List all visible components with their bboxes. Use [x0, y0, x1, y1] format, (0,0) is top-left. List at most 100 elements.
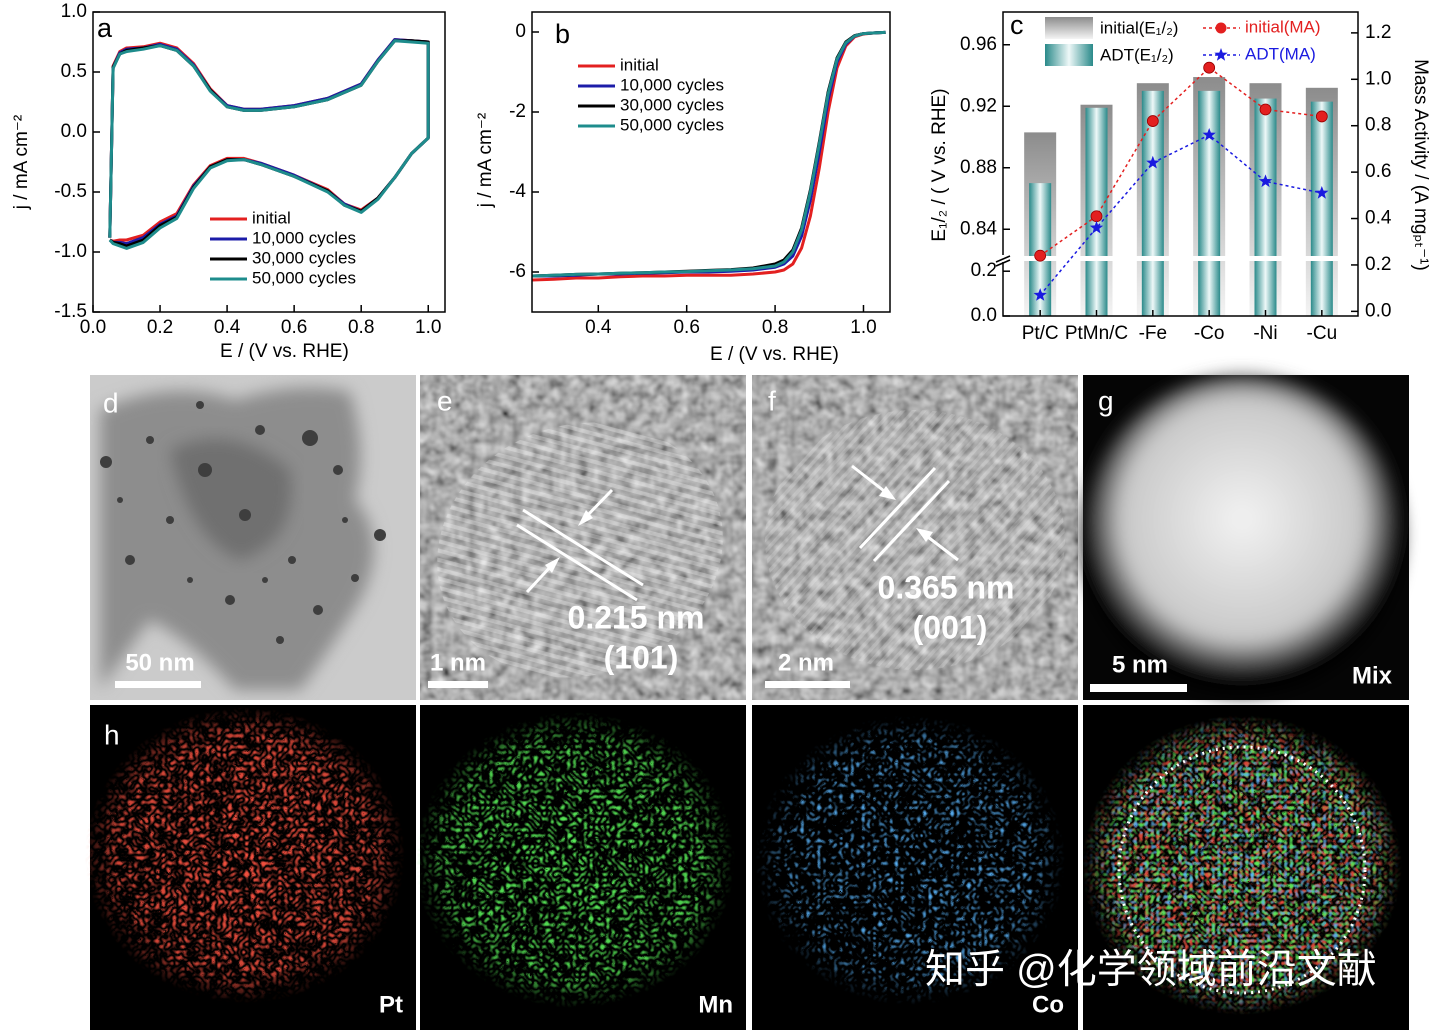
element-label: Mn	[698, 991, 733, 1018]
tem-panel-d: d 50 nm	[90, 375, 416, 700]
plot-frame	[92, 11, 446, 313]
x-tick-label: -Cu	[1307, 323, 1338, 344]
element-label: Co	[1032, 991, 1064, 1018]
scale-bar	[1090, 684, 1187, 692]
star-marker	[1033, 288, 1047, 301]
circle-marker	[1315, 110, 1328, 123]
bar	[1310, 101, 1333, 316]
d-spacing: 0.365 nm	[878, 569, 1015, 605]
y-tick-label: 0.84	[960, 218, 997, 239]
y-tick-label: -1.5	[54, 301, 87, 322]
nanoparticles	[100, 401, 386, 644]
scale-bar-label: 5 nm	[1112, 651, 1168, 678]
plot-frame	[1002, 11, 1359, 317]
y2-tick-label: 1.0	[1365, 68, 1391, 89]
axis-break-mark	[995, 255, 1011, 267]
y-axis-label: j / mA cm⁻²	[475, 113, 496, 208]
legend-label: initial	[620, 55, 659, 74]
arrow	[851, 464, 889, 496]
lattice-fringes	[437, 422, 723, 678]
y2-axis-label: Mass Activity / (A mgₚₜ⁻¹)	[1410, 59, 1431, 271]
co-map	[755, 715, 1065, 1005]
arrow-head	[545, 557, 560, 573]
y-tick-label: -1.0	[54, 241, 87, 262]
lattice-fringes	[765, 410, 1065, 670]
arrow	[923, 532, 959, 562]
y2-tick-label: 0.2	[1365, 254, 1391, 275]
y-tick-label: -0.5	[54, 181, 87, 202]
watermark: 知乎 @化学领域前沿文献	[925, 948, 1377, 992]
bar	[1029, 183, 1052, 316]
circle-marker	[1259, 103, 1272, 116]
y-tick-label: 0.2	[971, 260, 997, 281]
legend-label: 50,000 cycles	[252, 268, 356, 287]
scale-bar-label: 1 nm	[430, 649, 486, 676]
fringe-marker	[858, 466, 937, 550]
hrtem-panel-e: 0.215 nm (101) e 1 nm	[420, 375, 746, 700]
x-axis-label: E / (V vs. RHE)	[710, 344, 839, 365]
x-tick-label: 0.0	[80, 317, 106, 338]
star-marker	[1315, 186, 1329, 199]
series-line	[1039, 66, 1322, 257]
x-tick-label: -Co	[1194, 323, 1225, 344]
legend-marker	[1214, 48, 1228, 61]
hrtem-panel-f: 0.365 nm (001) f 2 nm	[752, 375, 1078, 700]
scale-bar	[115, 681, 201, 688]
y-axis-label: E₁/₂ / ( V vs. RHE)	[929, 88, 950, 241]
haadf-panel-g: g 5 nm Mix	[1082, 375, 1409, 700]
legend-swatch	[1045, 17, 1093, 39]
eds-maps-h: h Pt Mn Co 知乎 @化学领域前沿文献	[85, 705, 1409, 1030]
series-line	[531, 30, 886, 278]
x-tick-label: 1.0	[415, 317, 441, 338]
y-tick-label: 0	[515, 21, 526, 42]
legend-label: ADT(E₁/₂)	[1100, 45, 1174, 64]
caption: Mix	[1352, 662, 1393, 689]
legend-label: 50,000 cycles	[620, 115, 724, 134]
y2-tick-label: 0.6	[1365, 161, 1391, 182]
legend-label: initial	[252, 208, 291, 227]
panel-label: c	[1010, 10, 1024, 40]
y2-tick-label: 0.8	[1365, 115, 1391, 136]
y-axis-label: j / mA cm⁻²	[11, 115, 32, 210]
arrow-head	[578, 510, 593, 526]
legend-marker	[1215, 22, 1227, 34]
scale-bar-label: 2 nm	[778, 649, 834, 676]
panel-label: e	[437, 385, 453, 416]
bar	[1254, 98, 1277, 316]
pt-map	[85, 707, 405, 1003]
bar	[1198, 90, 1221, 316]
x-tick-label: 0.2	[147, 317, 173, 338]
arrow-head	[916, 528, 933, 542]
x-tick-label: -Ni	[1253, 323, 1277, 344]
x-tick-label: 0.8	[348, 317, 374, 338]
fringe-marker	[872, 479, 951, 563]
x-tick-label: 0.8	[762, 317, 788, 338]
legend-label: initial(MA)	[1245, 17, 1321, 36]
legend-label: initial(E₁/₂)	[1100, 18, 1178, 37]
y-tick-label: -2	[509, 101, 526, 122]
y-tick-label: 0.0	[61, 121, 87, 142]
circle-marker	[1203, 61, 1216, 74]
x-tick-label: 0.6	[281, 317, 307, 338]
legend-label: 30,000 cycles	[252, 248, 356, 267]
panel-label: d	[103, 387, 119, 418]
y2-tick-label: 1.2	[1365, 22, 1391, 43]
panel-label: a	[97, 13, 113, 43]
star-marker	[1146, 155, 1160, 169]
series-line	[532, 30, 886, 278]
circle-marker	[1034, 249, 1047, 262]
panel-label: h	[104, 719, 120, 750]
x-tick-label: PtMn/C	[1065, 323, 1128, 344]
panel-label: g	[1098, 385, 1114, 416]
scale-bar	[428, 681, 488, 688]
star-marker	[1089, 220, 1104, 234]
y-tick-label: 0.0	[971, 305, 997, 326]
panel-label: f	[768, 385, 776, 416]
legend-swatch	[1045, 44, 1093, 66]
y-tick-label: -4	[509, 181, 526, 202]
y-tick-label: 0.5	[61, 61, 87, 82]
series-line	[531, 30, 886, 278]
plot-frame	[531, 11, 891, 313]
